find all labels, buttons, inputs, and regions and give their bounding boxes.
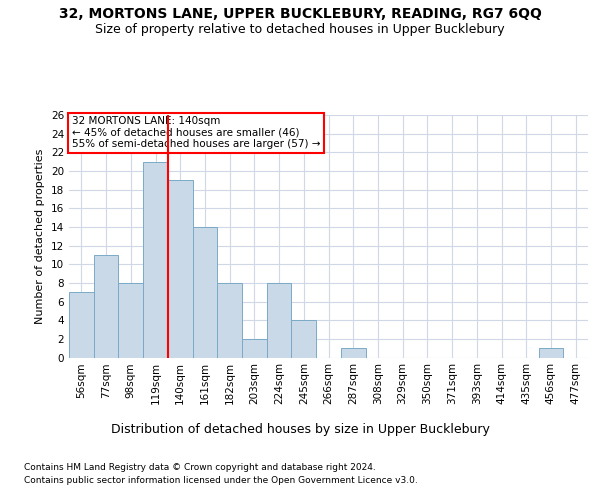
Bar <box>217 283 242 358</box>
Bar <box>341 348 365 358</box>
Text: 32 MORTONS LANE: 140sqm
← 45% of detached houses are smaller (46)
55% of semi-de: 32 MORTONS LANE: 140sqm ← 45% of detache… <box>71 116 320 150</box>
Bar <box>94 255 118 358</box>
Text: Size of property relative to detached houses in Upper Bucklebury: Size of property relative to detached ho… <box>95 22 505 36</box>
Text: Contains public sector information licensed under the Open Government Licence v3: Contains public sector information licen… <box>24 476 418 485</box>
Bar <box>267 283 292 358</box>
Bar <box>168 180 193 358</box>
Text: 32, MORTONS LANE, UPPER BUCKLEBURY, READING, RG7 6QQ: 32, MORTONS LANE, UPPER BUCKLEBURY, READ… <box>59 8 541 22</box>
Bar <box>539 348 563 358</box>
Text: Contains HM Land Registry data © Crown copyright and database right 2024.: Contains HM Land Registry data © Crown c… <box>24 462 376 471</box>
Bar <box>193 227 217 358</box>
Bar <box>143 162 168 358</box>
Y-axis label: Number of detached properties: Number of detached properties <box>35 148 46 324</box>
Bar <box>292 320 316 358</box>
Text: Distribution of detached houses by size in Upper Bucklebury: Distribution of detached houses by size … <box>110 422 490 436</box>
Bar <box>242 339 267 357</box>
Bar <box>69 292 94 358</box>
Bar <box>118 283 143 358</box>
